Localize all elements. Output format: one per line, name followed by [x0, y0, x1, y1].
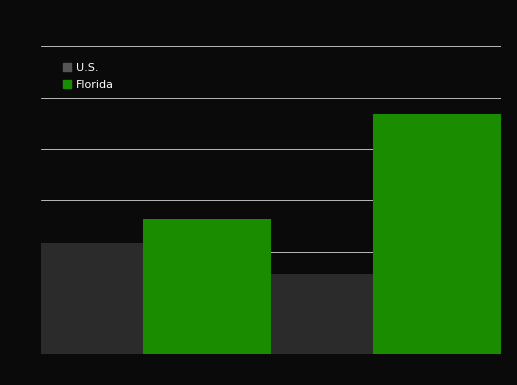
- Bar: [244, 274, 373, 354]
- Bar: [143, 219, 271, 354]
- Legend: U.S., Florida: U.S., Florida: [60, 61, 116, 92]
- Bar: [373, 114, 501, 354]
- Bar: [14, 243, 143, 354]
